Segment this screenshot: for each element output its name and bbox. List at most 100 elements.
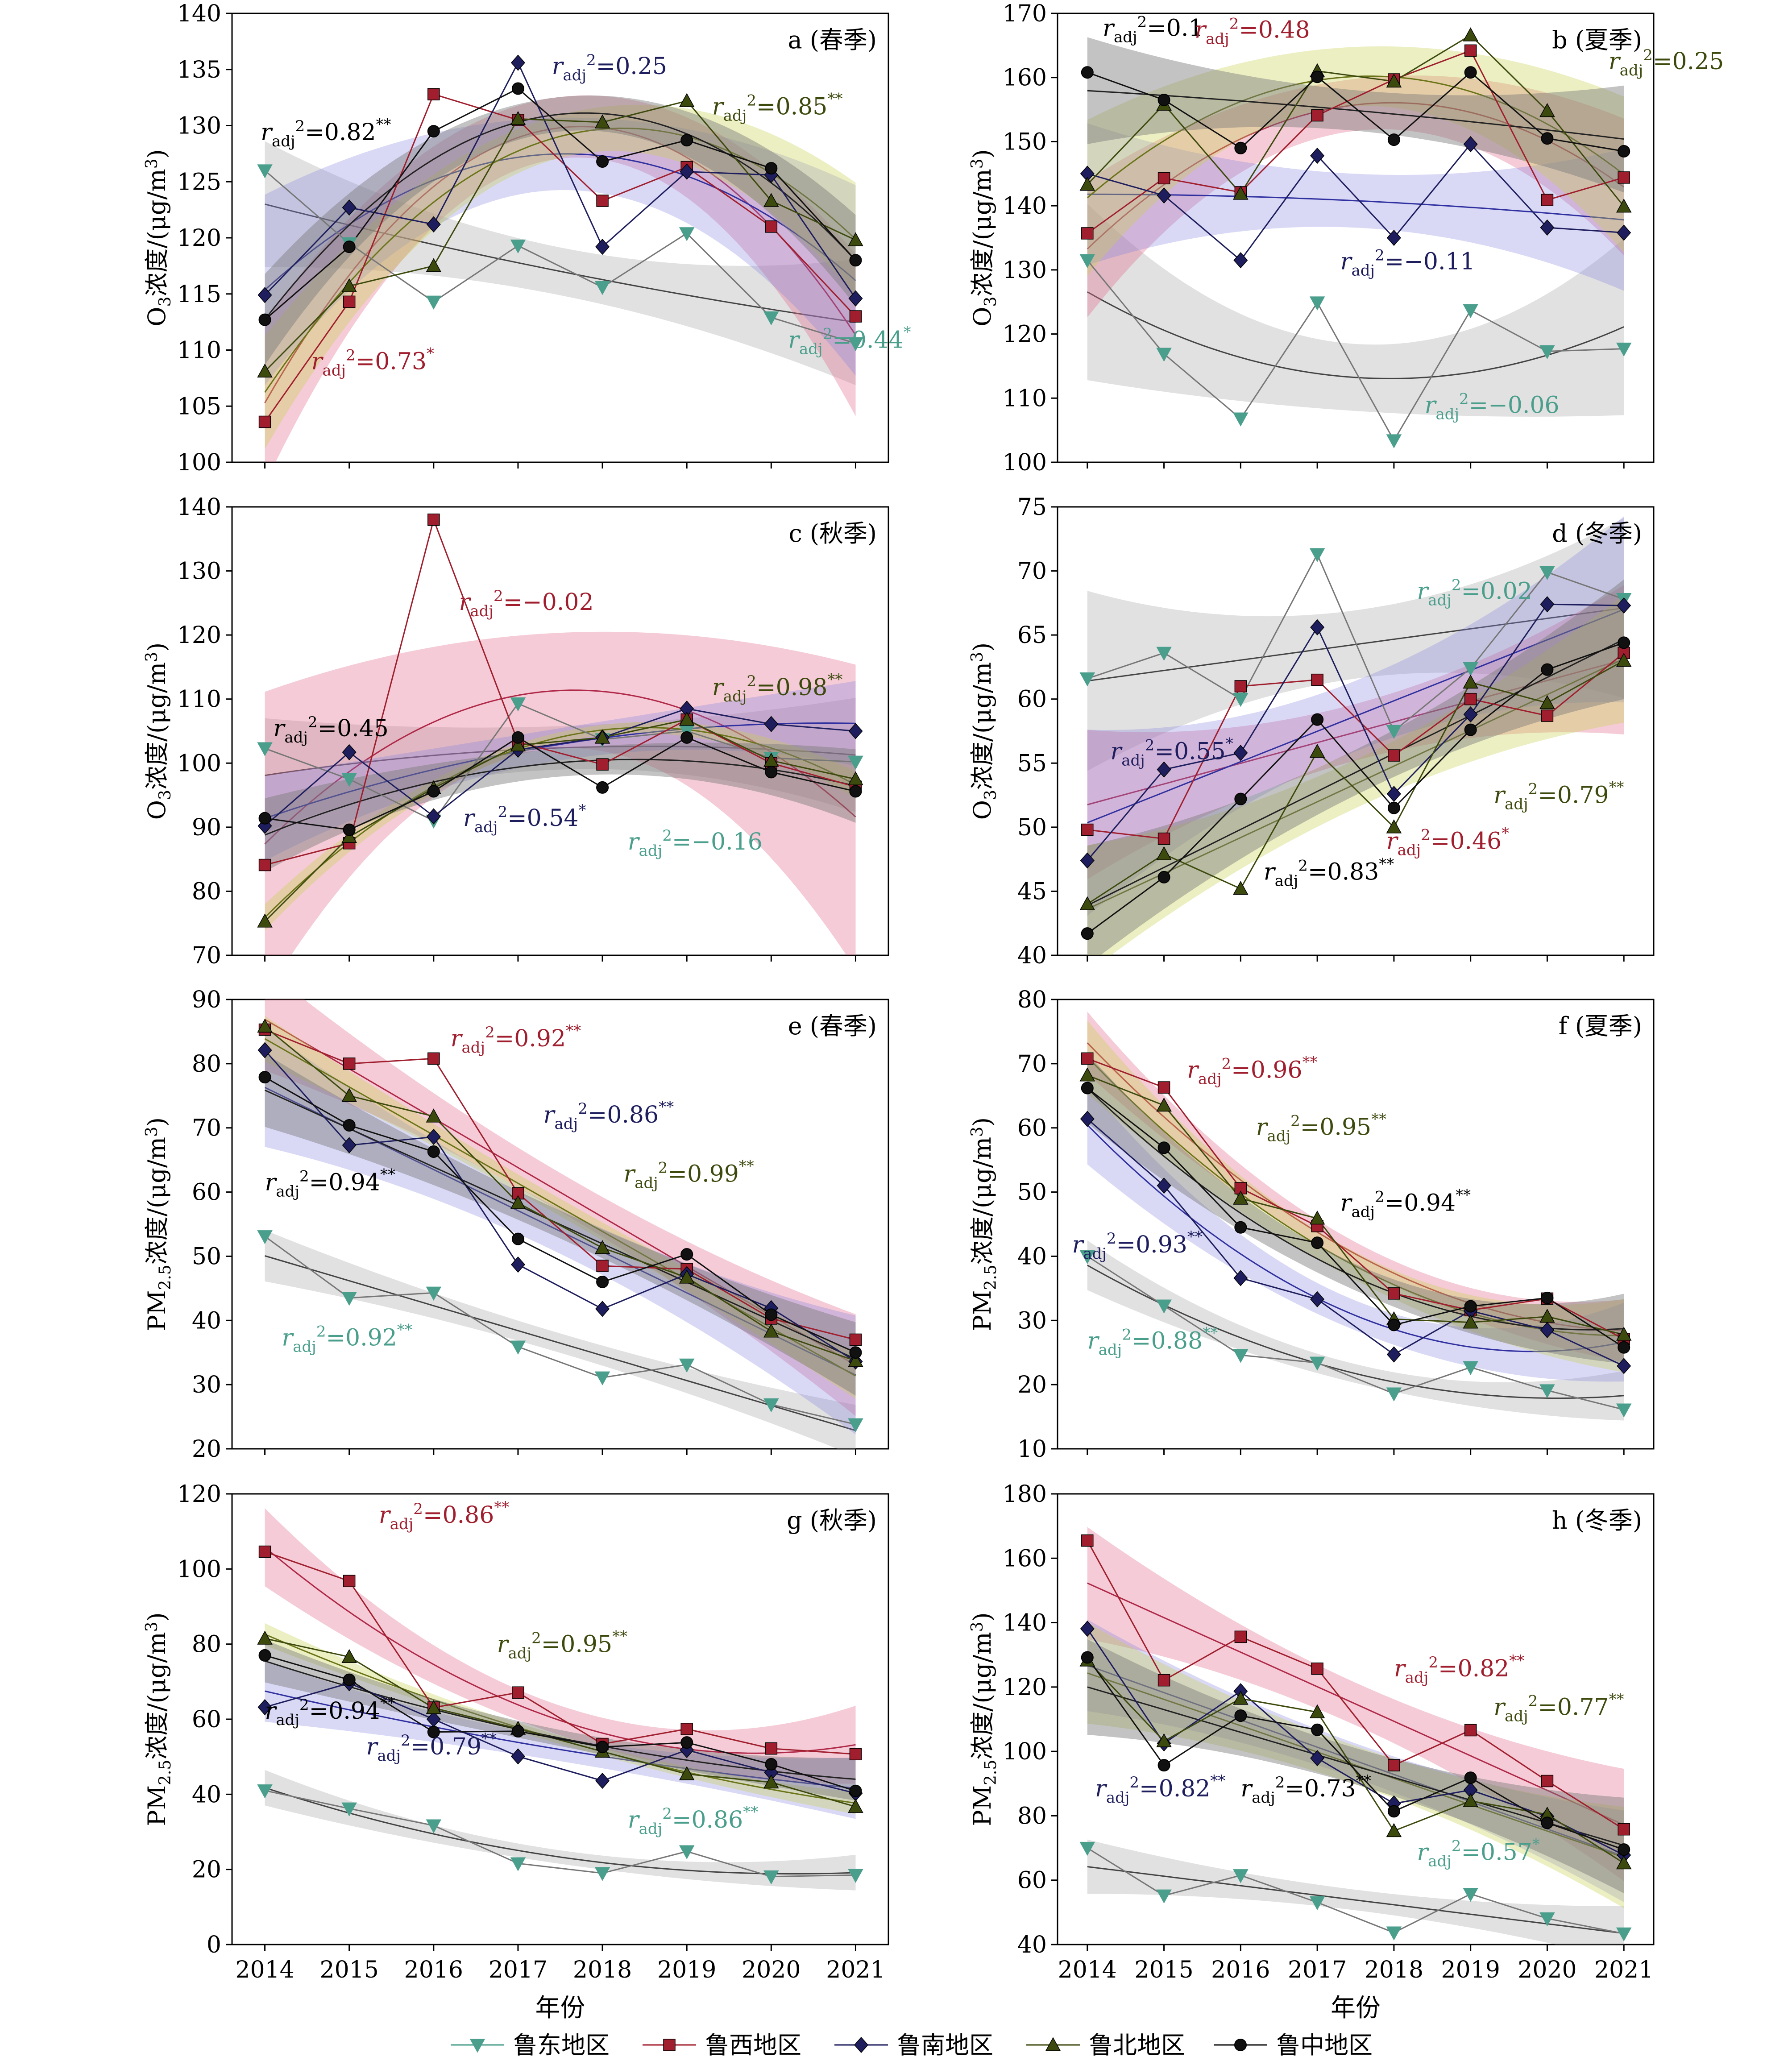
r-adj-annotation: radj2=0.94** bbox=[265, 1694, 395, 1729]
point-鲁北地区 bbox=[1156, 1733, 1172, 1747]
point-鲁南地区 bbox=[257, 1042, 272, 1058]
point-鲁中地区 bbox=[427, 125, 440, 138]
fit-line-鲁南地区 bbox=[1087, 1664, 1624, 1857]
legend: 鲁东地区 鲁西地区 鲁南地区 鲁北地区 鲁中地区 bbox=[451, 2031, 1373, 2059]
y-axis-label: O3浓度/(μg/m3) bbox=[968, 149, 1000, 327]
point-鲁西地区 bbox=[1081, 1534, 1094, 1547]
point-鲁南地区 bbox=[510, 54, 525, 71]
legend-marker bbox=[663, 2039, 676, 2051]
point-鲁中地区 bbox=[1311, 1236, 1324, 1249]
point-鲁西地区 bbox=[765, 1742, 778, 1755]
point-鲁中地区 bbox=[1618, 145, 1630, 158]
point-鲁东地区 bbox=[848, 1418, 863, 1432]
r-adj-annotation: radj2=0.44* bbox=[788, 323, 911, 358]
point-鲁中地区 bbox=[427, 785, 440, 798]
point-鲁北地区 bbox=[848, 1353, 863, 1367]
ci-band-鲁南地区 bbox=[265, 681, 856, 861]
point-鲁中地区 bbox=[680, 731, 693, 744]
x-axis-title: 年份 bbox=[535, 1994, 585, 2023]
y-tick-label: 60 bbox=[192, 1179, 221, 1206]
point-鲁北地区 bbox=[1156, 1097, 1172, 1112]
point-鲁东地区 bbox=[1233, 1869, 1249, 1883]
point-鲁南地区 bbox=[595, 1301, 610, 1317]
point-鲁西地区 bbox=[1618, 1823, 1630, 1836]
x-tick-label: 2020 bbox=[1518, 1957, 1576, 1983]
point-鲁南地区 bbox=[1233, 252, 1248, 269]
y-tick-label: 70 bbox=[1017, 1051, 1047, 1078]
point-鲁东地区 bbox=[257, 742, 273, 756]
panel-d: 40 45 50 55 60 65 70 75 d (冬季) O3浓度/(μg/m3) radj2=… bbox=[968, 494, 1655, 969]
point-鲁西地区 bbox=[1157, 832, 1170, 845]
point-鲁东地区 bbox=[594, 1371, 610, 1385]
series-line-鲁西地区 bbox=[264, 93, 856, 423]
y-tick-label: 80 bbox=[1017, 1803, 1047, 1829]
y-axis-label: PM2.5浓度/(μg/m3) bbox=[143, 1117, 174, 1331]
plot-frame bbox=[1057, 12, 1655, 463]
point-鲁北地区 bbox=[1616, 1855, 1632, 1870]
point-鲁西地区 bbox=[1464, 693, 1477, 705]
series-line-鲁南地区 bbox=[1087, 1118, 1624, 1367]
point-鲁中地区 bbox=[1387, 1319, 1400, 1331]
point-鲁南地区 bbox=[1617, 1358, 1631, 1374]
y-tick-label: 120 bbox=[177, 622, 221, 649]
r-adj-annotation: radj2=0.86** bbox=[543, 1098, 674, 1133]
r-adj-annotation: radj2=0.77** bbox=[1493, 1691, 1624, 1725]
point-鲁西地区 bbox=[258, 415, 271, 428]
point-鲁北地区 bbox=[848, 232, 863, 246]
y-tick-label: 45 bbox=[1017, 878, 1047, 905]
plot-frame bbox=[231, 506, 889, 956]
point-鲁中地区 bbox=[1157, 94, 1170, 107]
point-鲁中地区 bbox=[596, 1741, 609, 1754]
x-tick-label: 2016 bbox=[404, 1957, 463, 1983]
series-line-鲁中地区 bbox=[264, 87, 856, 320]
series-line-鲁中地区 bbox=[1087, 1657, 1624, 1850]
r-adj-annotation: radj2=0.93** bbox=[1072, 1228, 1202, 1263]
series-line-鲁中地区 bbox=[265, 737, 856, 831]
fit-line-鲁中地区 bbox=[264, 112, 856, 320]
series-line-鲁西地区 bbox=[265, 1551, 856, 1755]
point-鲁南地区 bbox=[342, 199, 357, 216]
point-鲁北地区 bbox=[594, 1240, 610, 1254]
y-tick-label: 105 bbox=[177, 393, 221, 420]
fit-line-鲁南地区 bbox=[1087, 193, 1624, 221]
series-line-鲁中地区 bbox=[1087, 1087, 1625, 1348]
legend-label: 鲁西地区 bbox=[705, 2031, 801, 2059]
fit-line-鲁西地区 bbox=[264, 1547, 856, 1754]
point-鲁东地区 bbox=[848, 755, 863, 770]
point-鲁西地区 bbox=[343, 1575, 356, 1588]
y-tick-label: 120 bbox=[177, 225, 221, 252]
fit-line-鲁东地区 bbox=[1087, 607, 1624, 682]
r-adj-annotation: radj2=0.46* bbox=[1386, 825, 1509, 859]
fit-line-鲁北地区 bbox=[264, 1038, 856, 1377]
panel-label: h (冬季) bbox=[1552, 1506, 1642, 1534]
point-鲁中地区 bbox=[1464, 66, 1477, 79]
point-鲁中地区 bbox=[765, 766, 778, 779]
point-鲁西地区 bbox=[1618, 171, 1630, 184]
point-鲁中地区 bbox=[1464, 723, 1477, 736]
fit-line-鲁东地区 bbox=[265, 1787, 856, 1874]
point-鲁中地区 bbox=[849, 785, 862, 798]
x-tick-label: 2020 bbox=[742, 1957, 801, 1983]
point-鲁南地区 bbox=[1157, 761, 1171, 778]
x-tick-label: 2019 bbox=[657, 1957, 716, 1983]
point-鲁西地区 bbox=[1541, 194, 1554, 206]
r-adj-annotation: radj2=0.55* bbox=[1110, 735, 1233, 770]
y-tick-label: 120 bbox=[1003, 321, 1047, 348]
r-adj-annotation: radj2=0.79** bbox=[366, 1730, 497, 1765]
ci-band-鲁东地区 bbox=[1087, 1240, 1624, 1421]
point-鲁北地区 bbox=[1309, 743, 1325, 758]
point-鲁中地区 bbox=[343, 1119, 356, 1132]
point-鲁北地区 bbox=[257, 913, 273, 928]
point-鲁中地区 bbox=[1157, 1141, 1170, 1154]
r-adj-annotation: radj2=0.48 bbox=[1195, 15, 1310, 48]
point-鲁东地区 bbox=[426, 1819, 442, 1833]
fit-line-鲁东地区 bbox=[1087, 291, 1624, 379]
panel-g: 0 20 40 60 80 100 120 2014 2015 2016 2017 2018 2019 2… bbox=[143, 1481, 889, 1983]
point-鲁东地区 bbox=[763, 1398, 779, 1413]
ci-band-鲁东地区 bbox=[1087, 1839, 1624, 1945]
point-鲁西地区 bbox=[596, 1260, 609, 1272]
r-adj-annotation: radj2=0.92** bbox=[451, 1022, 581, 1057]
legend-marker bbox=[469, 2039, 485, 2053]
series-line-鲁北地区 bbox=[1087, 34, 1625, 207]
point-鲁西地区 bbox=[1157, 1674, 1170, 1687]
